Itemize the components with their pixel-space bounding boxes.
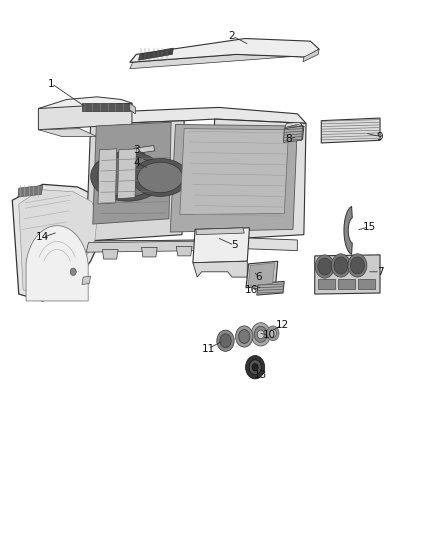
Polygon shape bbox=[39, 97, 132, 111]
Polygon shape bbox=[143, 171, 191, 179]
Text: 1: 1 bbox=[48, 78, 55, 88]
Polygon shape bbox=[102, 249, 118, 259]
Polygon shape bbox=[19, 190, 97, 296]
Circle shape bbox=[254, 326, 267, 342]
Text: 5: 5 bbox=[231, 240, 237, 251]
Polygon shape bbox=[97, 156, 158, 197]
Text: 7: 7 bbox=[377, 267, 383, 277]
Polygon shape bbox=[130, 103, 135, 114]
Text: 2: 2 bbox=[229, 31, 235, 41]
Polygon shape bbox=[82, 103, 130, 111]
Circle shape bbox=[252, 364, 258, 371]
Polygon shape bbox=[117, 149, 136, 199]
Text: 13: 13 bbox=[254, 370, 267, 380]
Circle shape bbox=[318, 258, 332, 275]
Circle shape bbox=[348, 254, 367, 277]
Circle shape bbox=[246, 356, 265, 379]
Text: 15: 15 bbox=[363, 222, 376, 232]
Polygon shape bbox=[93, 122, 171, 224]
Polygon shape bbox=[321, 118, 380, 143]
Text: 16: 16 bbox=[245, 285, 258, 295]
Circle shape bbox=[350, 257, 364, 274]
Polygon shape bbox=[91, 108, 306, 124]
Polygon shape bbox=[86, 241, 210, 252]
Polygon shape bbox=[135, 151, 156, 165]
Polygon shape bbox=[39, 103, 132, 130]
Polygon shape bbox=[144, 161, 192, 174]
Circle shape bbox=[239, 329, 250, 343]
Polygon shape bbox=[39, 128, 97, 136]
Polygon shape bbox=[86, 120, 184, 241]
Polygon shape bbox=[141, 247, 157, 257]
Polygon shape bbox=[246, 261, 278, 288]
Text: 12: 12 bbox=[276, 320, 289, 330]
Circle shape bbox=[220, 334, 231, 348]
Circle shape bbox=[267, 326, 279, 341]
Polygon shape bbox=[193, 228, 250, 263]
Text: 11: 11 bbox=[201, 344, 215, 354]
Text: 14: 14 bbox=[36, 232, 49, 243]
Polygon shape bbox=[285, 122, 303, 127]
Polygon shape bbox=[358, 279, 375, 289]
Polygon shape bbox=[12, 184, 104, 301]
Polygon shape bbox=[257, 281, 284, 295]
Circle shape bbox=[217, 330, 234, 351]
Polygon shape bbox=[193, 261, 247, 277]
Circle shape bbox=[315, 255, 334, 278]
Polygon shape bbox=[138, 48, 173, 60]
Polygon shape bbox=[26, 225, 88, 301]
Polygon shape bbox=[130, 49, 319, 69]
Circle shape bbox=[331, 254, 350, 277]
Text: 9: 9 bbox=[377, 132, 383, 142]
Polygon shape bbox=[91, 151, 165, 201]
Circle shape bbox=[269, 329, 276, 337]
Polygon shape bbox=[315, 255, 380, 294]
Text: 10: 10 bbox=[262, 330, 276, 341]
Polygon shape bbox=[283, 126, 303, 142]
Polygon shape bbox=[138, 162, 183, 192]
Text: 3: 3 bbox=[133, 145, 140, 155]
Circle shape bbox=[249, 360, 261, 375]
Polygon shape bbox=[134, 146, 155, 154]
Polygon shape bbox=[86, 237, 297, 251]
Polygon shape bbox=[344, 207, 352, 254]
Circle shape bbox=[236, 326, 253, 347]
Polygon shape bbox=[318, 279, 335, 289]
Polygon shape bbox=[86, 240, 215, 246]
Text: 4: 4 bbox=[133, 158, 140, 168]
Polygon shape bbox=[170, 124, 297, 232]
Polygon shape bbox=[303, 49, 319, 62]
Polygon shape bbox=[210, 119, 306, 240]
Polygon shape bbox=[82, 276, 91, 285]
Circle shape bbox=[257, 330, 264, 338]
Polygon shape bbox=[284, 126, 304, 141]
Polygon shape bbox=[338, 279, 355, 289]
Polygon shape bbox=[130, 38, 319, 62]
Polygon shape bbox=[177, 246, 192, 256]
Circle shape bbox=[70, 268, 76, 276]
Polygon shape bbox=[180, 128, 289, 215]
Text: 6: 6 bbox=[255, 272, 261, 282]
Text: 8: 8 bbox=[285, 134, 292, 144]
Polygon shape bbox=[18, 185, 43, 197]
Circle shape bbox=[251, 322, 270, 346]
Polygon shape bbox=[132, 158, 188, 196]
Polygon shape bbox=[248, 263, 275, 286]
Polygon shape bbox=[196, 228, 244, 235]
Polygon shape bbox=[98, 149, 117, 204]
Circle shape bbox=[334, 257, 348, 274]
